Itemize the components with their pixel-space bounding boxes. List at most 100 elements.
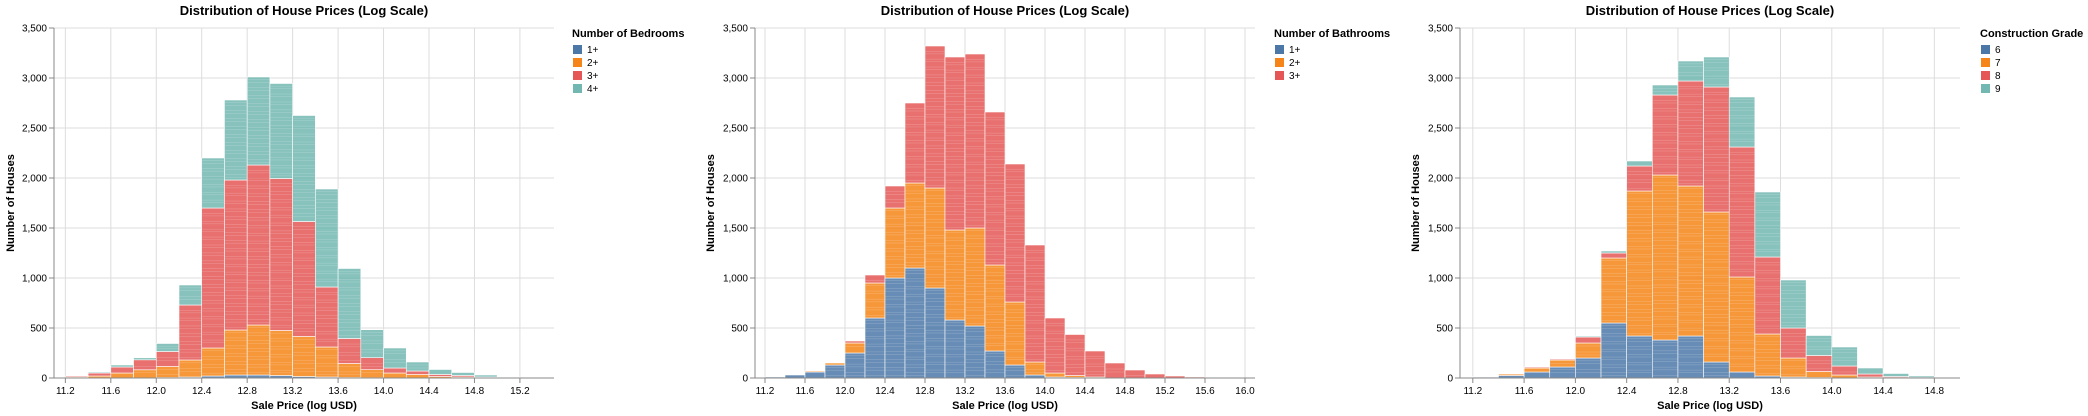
- bar-segment-6: 6: 160: [1703, 361, 1730, 379]
- x-tick-label: 11.2: [756, 386, 775, 397]
- x-tick-label: 14.4: [419, 386, 439, 397]
- chart-title: Distribution of House Prices (Log Scale): [180, 3, 428, 18]
- bars-group: 6: 107: 56: 257: 158: 56: 607: 408: 106:…: [1472, 56, 1935, 379]
- y-tick-label: 3,500: [1428, 24, 1453, 35]
- bar-segment-9: 9: 500: [1728, 96, 1756, 148]
- bar-segment-1plus: 1+: 250: [844, 352, 866, 379]
- bar-segment-9: 9: 100: [1652, 84, 1679, 96]
- y-tick-label: 2,000: [723, 174, 748, 185]
- bar-segment-9: 9: 200: [1805, 335, 1833, 356]
- bar-segment-6: 6: 550: [1600, 322, 1627, 379]
- bar-segment-2plus: 2+: 100: [844, 342, 866, 354]
- bar-segment-2plus: 2+: 20: [824, 362, 846, 366]
- bar-segment-4plus: 4+: 10: [87, 371, 112, 374]
- x-tick-label: 14.0: [374, 386, 394, 397]
- bar-segment-6: 6: 60: [1523, 371, 1551, 379]
- bar-segment-3plus: 3+: 40: [1144, 373, 1166, 379]
- bar-segment-8: 8: 60: [1575, 336, 1602, 344]
- y-tick-label: 3,000: [723, 74, 748, 85]
- bar-segment-4plus: 4+: 80: [155, 343, 180, 352]
- bar-segment-8: 8: 800: [1652, 94, 1679, 176]
- x-tick-label: 13.6: [995, 386, 1015, 397]
- legend-swatch: [573, 58, 582, 67]
- y-axis-title: Number of Houses: [705, 154, 717, 252]
- x-tick-label: 14.4: [1873, 386, 1893, 397]
- bar-segment-8: 8: 5: [1498, 373, 1525, 375]
- x-tick-label: 11.2: [56, 386, 75, 397]
- x-tick-label: 12.8: [915, 386, 935, 397]
- x-tick-label: 16.0: [1235, 386, 1255, 397]
- y-tick-label: 3,000: [22, 74, 47, 85]
- chart-svg: 1+: 101+: 301+: 602+: 101+: 1302+: 201+:…: [705, 3, 1390, 412]
- x-tick-label: 12.4: [192, 386, 212, 397]
- bar-segment-4plus: 4+: 20: [133, 357, 157, 361]
- bar-segment-3plus: 3+: 100: [133, 359, 157, 371]
- bar-segment-2plus: 2+: 80: [360, 369, 384, 379]
- bar-segment-8: 8: 10: [1549, 358, 1576, 361]
- y-tick-label: 1,000: [22, 274, 47, 285]
- bar-segment-2plus: 2+: 900: [944, 229, 966, 321]
- bar-segment-8: 8: 30: [1857, 373, 1884, 378]
- y-tick-label: 500: [731, 324, 748, 335]
- bar-segment-7: 7: 1450: [1626, 190, 1653, 337]
- y-tick-label: 1,500: [723, 224, 748, 235]
- y-tick-label: 2,000: [1428, 174, 1453, 185]
- bar-segment-4plus: 4+: 800: [224, 99, 248, 181]
- legend: Construction Grade 6 7 8 9: [1980, 28, 2083, 95]
- bar-segment-2plus: 2+: 450: [269, 330, 293, 376]
- bar-segment-3plus: 3+: 20: [844, 340, 866, 344]
- bar-segment-1plus: 1+: 130: [1004, 364, 1026, 379]
- x-tick-label: 15.2: [510, 386, 530, 397]
- y-tick-label: 0: [742, 374, 748, 385]
- bar-segment-8: 8: 770: [1754, 256, 1781, 335]
- bar-segment-2plus: 2+: 140: [337, 363, 362, 378]
- y-tick-label: 1,500: [1428, 224, 1453, 235]
- bar-segment-2plus: 2+: 400: [292, 336, 316, 377]
- bar-segment-9: 9: 300: [1703, 56, 1730, 88]
- bar-segment-3plus: 3+: 150: [155, 351, 180, 367]
- chart-svg: 6: 107: 56: 257: 158: 56: 607: 408: 106:…: [1410, 3, 2083, 412]
- y-tick-label: 500: [1436, 324, 1453, 335]
- bar-segment-3plus: 3+: 80: [1124, 369, 1146, 379]
- bar-segment-9: 9: 50: [1626, 160, 1653, 167]
- x-tick-label: 11.6: [101, 386, 120, 397]
- legend-label: 6: [1995, 45, 2001, 56]
- bar-segment-9: 9: 30: [1882, 373, 1910, 377]
- bar-segment-3plus: 3+: 50: [383, 367, 407, 374]
- bar-segment-2plus: 2+: 80: [133, 369, 157, 379]
- chart-panel-bathrooms: 1+: 101+: 301+: 602+: 101+: 1302+: 201+:…: [700, 0, 1400, 416]
- bar-segment-2plus: 2+: 50: [110, 372, 134, 379]
- bar-segment-3plus: 3+: 1380: [1004, 163, 1026, 303]
- x-tick-label: 11.6: [796, 386, 815, 397]
- legend-label: 1+: [1289, 45, 1301, 56]
- bar-segment-3plus: 3+: 250: [337, 338, 362, 364]
- bar-segment-9: 9: 480: [1780, 279, 1807, 329]
- bar-segment-8: 8: 300: [1780, 327, 1807, 359]
- bar-segment-3plus: 3+: 220: [884, 185, 906, 209]
- bar-segment-3plus: 3+: 150: [1104, 362, 1126, 379]
- x-tick-label: 12.0: [147, 386, 167, 397]
- x-tick-label: 13.2: [1719, 386, 1739, 397]
- legend-label: 3+: [1289, 71, 1301, 82]
- bar-segment-9: 9: 20: [1600, 250, 1627, 254]
- bar-segment-4plus: 4+: 20: [474, 374, 498, 378]
- chart-svg: 2+: 103+: 102+: 203+: 304+: 102+: 503+: …: [5, 3, 684, 412]
- bar-segment-3plus: 3+: 60: [110, 366, 134, 374]
- x-axis-title: Sale Price (log USD): [1657, 400, 1763, 412]
- y-tick-label: 1,500: [22, 224, 47, 235]
- y-tick-label: 2,500: [1428, 124, 1453, 135]
- y-tick-label: 3,500: [723, 24, 748, 35]
- legend-swatch: [1981, 84, 1990, 93]
- bar-segment-7: 7: 1500: [1677, 185, 1704, 337]
- bar-segment-3plus: 3+: 80: [864, 274, 886, 284]
- bar-segment-3plus: 3+: 10: [65, 375, 89, 378]
- bar-segment-3plus: 3+: 1170: [1024, 244, 1046, 363]
- legend-swatch: [1981, 71, 1990, 80]
- x-tick-label: 15.6: [1195, 386, 1215, 397]
- x-tick-label: 13.2: [955, 386, 975, 397]
- bar-segment-3plus: 3+: 410: [1064, 334, 1086, 376]
- bar-segment-9: 9: 10: [1575, 335, 1602, 338]
- legend-label: 4+: [587, 84, 599, 95]
- bar-segment-3plus: 3+: 30: [87, 372, 112, 377]
- bar-segment-6: 6: 60: [1728, 371, 1756, 379]
